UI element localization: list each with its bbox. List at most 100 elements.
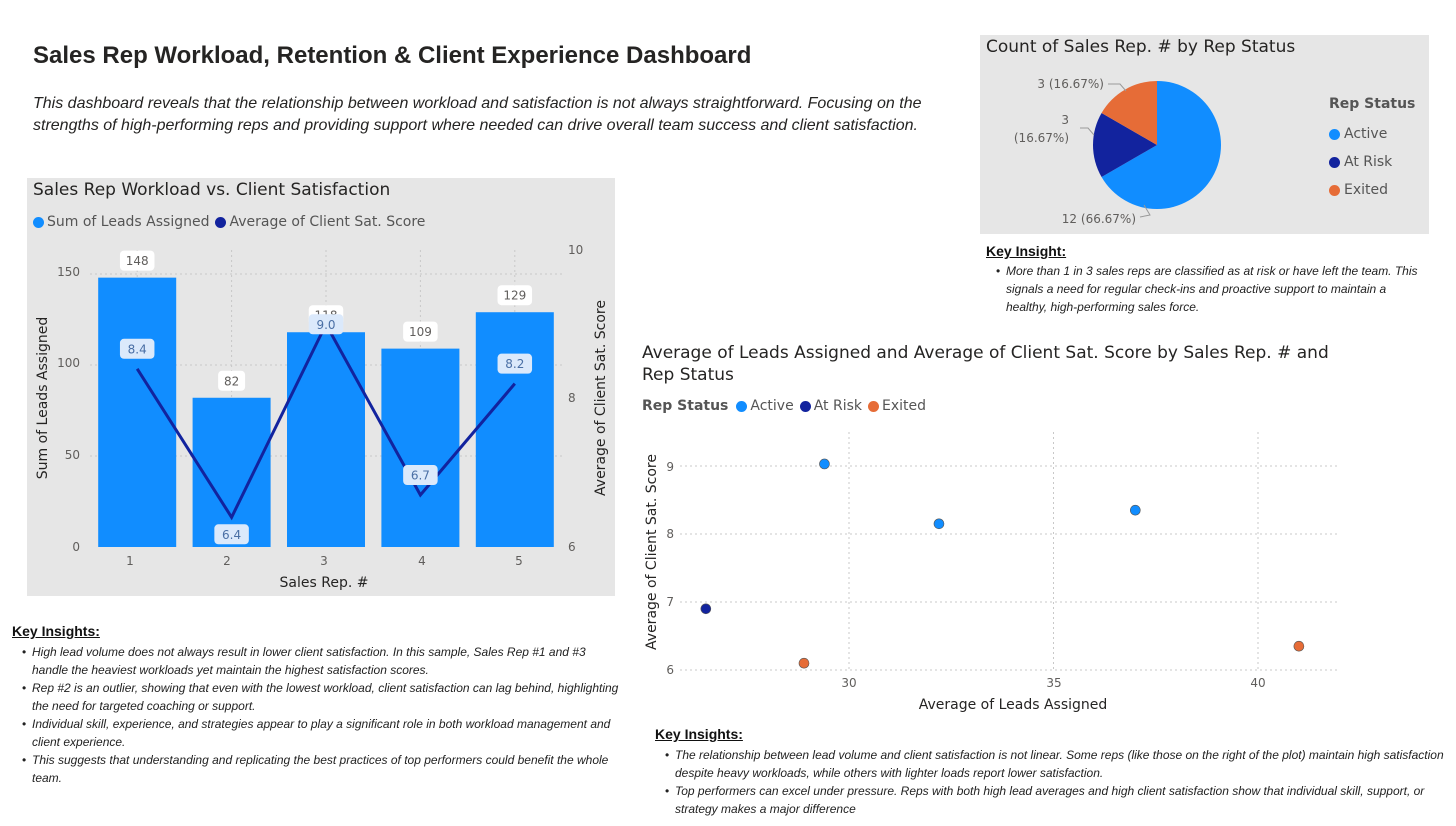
insight-item: High lead volume does not always result … [12,643,622,679]
line-data-label-bg [308,314,344,335]
legend-label-satisfaction: Average of Client Sat. Score [229,214,426,230]
leader-line-active [1139,204,1151,218]
scatter-point-at-risk [700,603,712,615]
legend-label-leads: Sum of Leads Assigned [47,214,210,230]
pie-chart-panel[interactable]: Count of Sales Rep. # by Rep Status 3 (1… [980,35,1429,234]
pie-legend-item-exited[interactable]: Exited [1329,176,1415,204]
bar [287,332,365,547]
legend-item-leads[interactable]: Sum of Leads Assigned [33,214,209,230]
y-axis-title: Average of Client Sat. Score [644,454,660,650]
scatter-insights-title: Key Insights: [655,726,743,742]
x-tick-label: 40 [1250,676,1265,690]
pie-legend-title: Rep Status [1329,96,1416,112]
legend-dot-satisfaction [215,216,227,228]
line-data-label-bg [119,338,155,359]
line-data-label: 8.2 [505,357,524,371]
x-axis-title: Sales Rep. # [280,575,369,591]
pie-legend-item-active[interactable]: Active [1329,120,1415,148]
pie-label-exited: 3 (16.67%) [1037,77,1104,91]
y-tick-label: 0 [72,540,80,554]
scatter-point-exited [798,657,810,669]
pie-insights-title: Key Insight: [986,243,1067,259]
pie-legend-dot-active [1329,128,1340,140]
scatter-legend-item-atrisk[interactable]: At Risk [799,398,862,414]
pie-legend: Rep Status Active At Risk Exited [1329,96,1415,204]
bar-data-label-bg [218,370,246,391]
y-tick-label: 6 [666,663,674,677]
combo-insights-title: Key Insights: [12,623,100,639]
pie-label-active: 12 (66.67%) [1062,212,1136,226]
scatter-insights-list: The relationship between lead volume and… [655,746,1445,818]
scatter-point-active [1129,504,1141,516]
scatter-legend-dot-active [736,400,748,412]
leader-line-exited [1108,83,1127,92]
y-axis-title: Sum of Leads Assigned [35,317,51,479]
x-tick-label: 3 [320,554,328,568]
pie-legend-label: At Risk [1344,154,1393,170]
bar-data-label: 109 [409,325,432,339]
combo-chart-title: Sales Rep Workload vs. Client Satisfacti… [33,180,391,200]
scatter-legend-dot-exited [868,400,879,412]
scatter-legend-label: Active [750,398,794,414]
x-tick-label: 2 [223,554,231,568]
scatter-legend-title: Rep Status [642,398,729,414]
line-data-label-bg [214,524,249,545]
bar-data-label: 129 [503,289,526,303]
bar-data-label: 82 [224,374,239,388]
scatter-legend-label: Exited [882,398,927,414]
scatter-legend-item-active[interactable]: Active [736,398,794,414]
y-tick-label: 100 [57,356,80,370]
pie-slice-active [1101,81,1221,209]
pie-chart-svg: 3 (16.67%) 3 (16.67%) 12 (66.67%) [1014,77,1221,226]
bar [192,397,271,547]
line-data-label: 6.4 [222,528,241,542]
legend-item-satisfaction[interactable]: Average of Client Sat. Score [215,214,425,230]
insight-item: Rep #2 is an outlier, showing that even … [12,679,622,715]
pie-slice-atrisk [1093,113,1157,177]
y-tick-label: 150 [57,265,80,279]
pie-insights-list: More than 1 in 3 sales reps are classifi… [986,262,1426,316]
bar-data-label: 148 [126,254,149,268]
line-data-label-bg [497,353,533,374]
page-subtitle: This dashboard reveals that the relation… [33,95,922,134]
scatter-point-active [819,458,830,470]
scatter-legend-label: At Risk [813,398,862,414]
pie-slice-exited [1101,81,1157,145]
bar-data-label-bg [119,250,155,271]
leader-line-atrisk [1080,127,1095,136]
insight-item: This suggests that understanding and rep… [12,751,622,787]
x-tick-label: 30 [841,676,856,690]
x-tick-label: 1 [126,554,134,568]
line-data-label: 6.7 [411,469,430,483]
scatter-point-active [933,518,945,530]
line-data-label-bg [403,465,438,486]
insight-item: More than 1 in 3 sales reps are classifi… [986,262,1426,316]
scatter-legend-item-exited[interactable]: Exited [868,398,926,414]
pie-legend-label: Exited [1344,182,1389,198]
y-tick-label: 50 [65,448,80,462]
scatter-point-exited [1293,640,1305,652]
pie-legend-dot-exited [1329,184,1340,196]
page-title: Sales Rep Workload, Retention & Client E… [33,42,752,69]
bar-data-label-bg [403,321,438,342]
combo-chart-panel[interactable]: Sales Rep Workload vs. Client Satisfacti… [27,178,615,596]
bar [475,312,554,547]
scatter-legend-dot-atrisk [799,400,811,412]
x-tick-label: 5 [515,554,523,568]
pie-legend-item-atrisk[interactable]: At Risk [1329,148,1415,176]
pie-insights: Key Insight: More than 1 in 3 sales reps… [986,243,1426,316]
scatter-insights: Key Insights: The relationship between l… [655,726,1445,818]
combo-chart-svg: 148821181091298.46.49.06.78.2 0 50 100 1… [35,243,609,591]
combo-insights: Key Insights: High lead volume does not … [12,623,622,787]
pie-legend-dot-atrisk [1329,156,1340,168]
y2-tick-label: 8 [568,391,576,405]
y-tick-label: 7 [666,595,674,609]
y2-tick-label: 10 [568,243,583,257]
insight-item: Top performers can excel under pressure.… [655,782,1445,818]
scatter-chart-title: Average of Leads Assigned and Average of… [642,343,1329,385]
x-tick-label: 4 [418,554,426,568]
pie-chart-title: Count of Sales Rep. # by Rep Status [986,37,1296,57]
insight-item: Individual skill, experience, and strate… [12,715,622,751]
scatter-chart-panel[interactable]: Average of Leads Assigned and Average of… [636,340,1356,720]
combo-insights-list: High lead volume does not always result … [12,643,622,787]
